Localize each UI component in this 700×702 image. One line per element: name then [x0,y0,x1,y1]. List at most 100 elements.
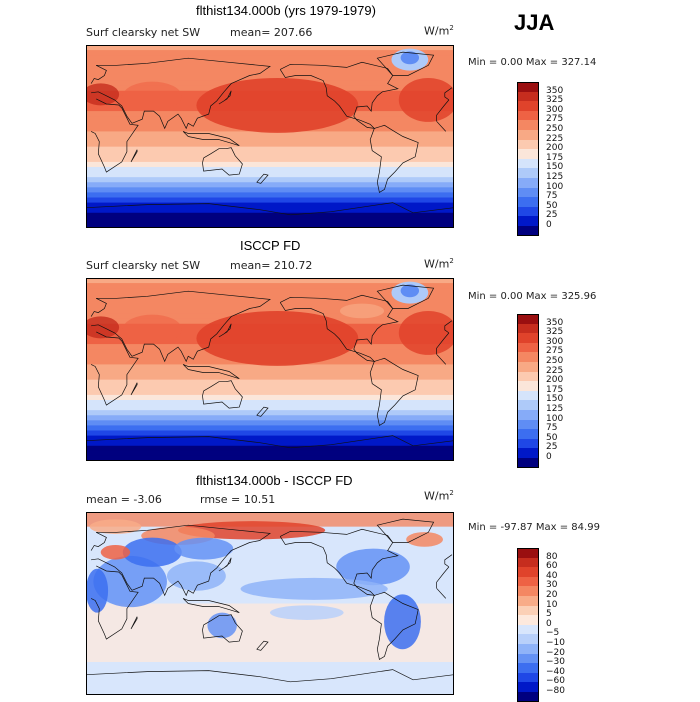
coastline [218,90,232,105]
anomaly-region [86,568,109,613]
canada-region [339,303,385,319]
anomaly-region [406,532,443,547]
colorbar-swatch [517,323,539,334]
asia-region [122,314,182,344]
zonal-band [86,384,454,391]
colorbar-tick-label: 325 [546,95,564,106]
zonal-band [86,65,454,72]
zonal-band [86,283,454,289]
anomaly-region [240,577,388,600]
panel1-mean: mean= 207.66 [230,26,313,39]
zonal-band [86,450,454,457]
coastline [444,87,453,101]
colorbar-swatch [517,187,539,198]
colorbar-swatch [517,410,539,421]
colorbar-tick-label: −10 [546,638,565,648]
colorbar-tick-label: 100 [546,413,564,424]
coastline [90,531,107,551]
coastline [130,382,138,396]
panel3-colorbar: 80 60 40 30 20 10 5 0 −5 −10 −20 −30 −40 −60 −80 [517,548,577,702]
colorbar-tick-label: −60 [546,676,565,687]
colorbar-tick-label: 10 [546,599,558,610]
panel2-minmax: Min = 0.00 Max = 325.96 [468,291,597,302]
coastline [436,354,447,365]
colorbar-swatch [517,576,539,587]
anomaly-region [89,519,142,534]
zonal-band [86,207,454,214]
panel1-units: W/m2 [424,24,454,38]
colorbar-tick-label: 275 [546,346,564,357]
anomaly-region [270,605,344,620]
zonal-band [86,400,454,406]
colorbar-swatch [517,91,539,102]
panel1-variable: Surf clearsky net SW [86,26,201,39]
zonal-band [86,415,454,421]
colorbar-swatch [517,634,539,645]
panel3-minmax: Min = -97.87 Max = 84.99 [468,522,600,533]
colorbar-swatch [517,672,539,683]
zonal-band [86,369,454,376]
colorbar-tick-label: 0 [546,618,552,629]
coastline [86,669,454,683]
colorbar-swatch [517,352,539,363]
colorbar-tick-label: 150 [546,162,564,173]
season-label: JJA [514,10,555,35]
coastline [91,524,271,597]
colorbar-swatch [517,596,539,607]
colorbar-tick-label: −80 [546,686,565,696]
coastline [256,406,269,417]
colorbar-tick-label: −40 [546,666,565,677]
colorbar-swatch [517,130,539,141]
zonal-band [86,405,454,411]
colorbar-tick-label: 325 [546,327,564,338]
zonal-band [86,420,454,427]
zonal-band [86,172,454,178]
sahara-region [86,83,120,106]
zonal-band [86,167,454,173]
coastline [86,202,454,216]
coastline [256,640,269,651]
zonal-band [86,435,454,442]
asia-region [122,81,182,111]
zonal-band [86,293,454,299]
colorbar-swatch [517,197,539,208]
zonal-band [86,141,454,148]
colorbar-tick-label: 300 [546,104,564,115]
panel3-map [86,512,454,695]
colorbar-tick-label: 250 [546,124,564,134]
colorbar-swatch [517,110,539,121]
zonal-band [86,445,454,452]
anomaly-region [207,612,237,639]
colorbar-tick-label: 25 [546,442,558,453]
anomaly-region [384,594,421,650]
colorbar-swatch [517,429,539,440]
colorbar-tick-label: 30 [546,580,558,591]
zonal-band [86,379,454,386]
coastline [130,149,138,163]
colorbar-tick-label: 80 [546,551,558,562]
pacific-max-region [196,310,359,366]
colorbar-swatch [517,644,539,655]
colorbar-tick-label: 350 [546,85,564,96]
zonal-band [86,389,454,396]
zonal-band [86,455,454,461]
colorbar-tick-label: 300 [546,336,564,347]
zonal-band [86,394,454,401]
panel3-title: flthist134.000b - ISCCP FD [196,473,353,488]
colorbar-tick-label: 175 [546,152,564,163]
colorbar-tick-label: 20 [546,590,558,600]
colorbar-swatch [517,362,539,373]
coastline [444,554,453,568]
coastline [182,598,240,614]
anomaly-region [100,544,131,560]
colorbar-tick-label: 0 [546,220,552,230]
colorbar-swatch [517,120,539,131]
colorbar-tick-label: 200 [546,143,564,154]
coastline [369,124,419,193]
colorbar-swatch [517,226,539,237]
zonal-band [86,197,454,204]
coastline [444,320,453,334]
coastline [256,173,269,184]
colorbar-tick-label: 50 [546,200,558,211]
zonal-band [86,298,454,305]
